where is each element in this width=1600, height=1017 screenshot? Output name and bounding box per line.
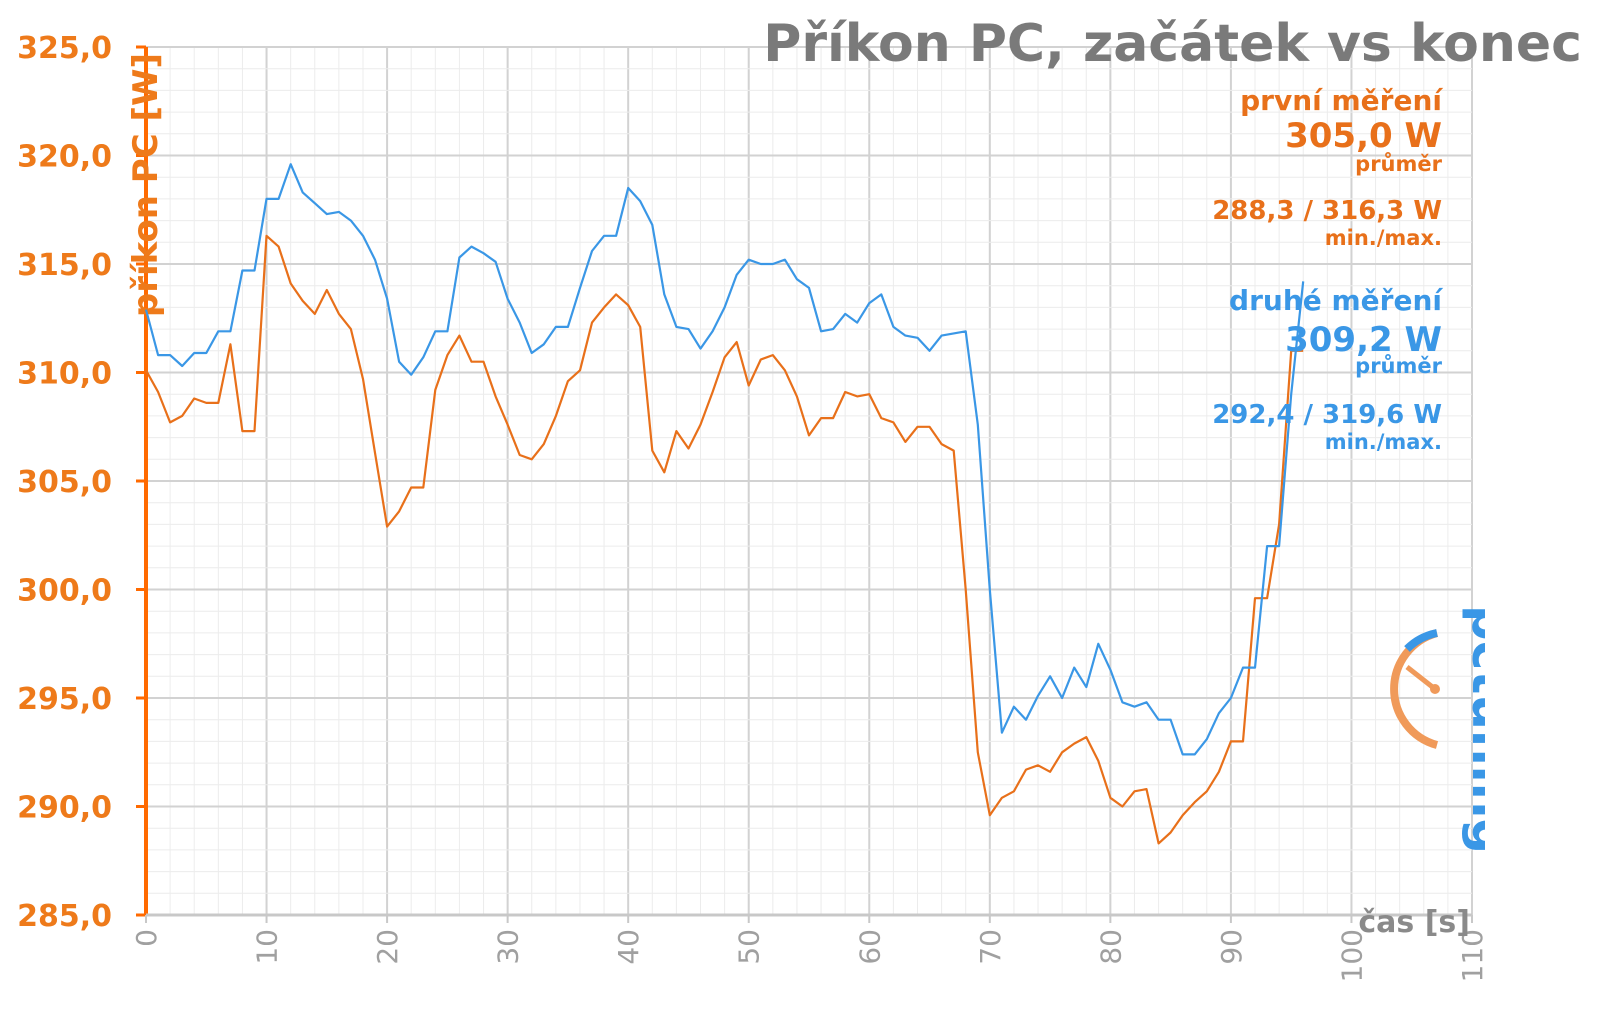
x-tick-label: 110 bbox=[1456, 929, 1489, 982]
x-tick-label: 10 bbox=[251, 929, 284, 965]
pctuning-logo: pctuning bbox=[1390, 605, 1485, 854]
y-tick-label: 305,0 bbox=[17, 465, 112, 500]
second-series-minmax-caption: min./max. bbox=[1324, 430, 1442, 454]
x-tick-label: 60 bbox=[853, 929, 886, 965]
chart-title: Příkon PC, začátek vs konec bbox=[763, 14, 1582, 74]
x-tick-label: 90 bbox=[1215, 929, 1248, 965]
first-series-average: 305,0 W bbox=[1285, 116, 1442, 156]
x-axis-title: čas [s] bbox=[1358, 905, 1470, 940]
x-tick-label: 40 bbox=[612, 929, 645, 965]
first-series-average-caption: průměr bbox=[1355, 152, 1442, 176]
logo-text: pctuning bbox=[1461, 605, 1485, 854]
series-line-second-measurement bbox=[144, 163, 1305, 756]
y-tick-label: 315,0 bbox=[17, 248, 112, 283]
first-series-minmax-caption: min./max. bbox=[1324, 226, 1442, 250]
x-tick-label: 30 bbox=[492, 929, 525, 965]
y-tick-label: 320,0 bbox=[17, 140, 112, 175]
y-tick-label: 310,0 bbox=[17, 357, 112, 392]
x-tick-label: 80 bbox=[1094, 929, 1127, 965]
y-axis-title: příkon PC [W] bbox=[126, 53, 166, 317]
y-tick-label: 300,0 bbox=[17, 574, 112, 609]
second-series-minmax: 292,4 / 319,6 W bbox=[1212, 400, 1442, 430]
y-tick-label: 290,0 bbox=[17, 791, 112, 826]
y-tick-label: 285,0 bbox=[17, 899, 112, 934]
second-series-average-caption: průměr bbox=[1355, 354, 1442, 378]
series-line-first-measurement bbox=[145, 234, 1304, 845]
first-series-minmax: 288,3 / 316,3 W bbox=[1212, 196, 1442, 226]
y-tick-label: 325,0 bbox=[17, 31, 112, 66]
x-tick-label: 70 bbox=[974, 929, 1007, 965]
second-series-average: 309,2 W bbox=[1285, 320, 1442, 360]
x-tick-label: 100 bbox=[1335, 929, 1368, 982]
x-tick-label: 0 bbox=[130, 929, 163, 947]
x-tick-label: 50 bbox=[733, 929, 766, 965]
first-series-label: první měření bbox=[1240, 84, 1442, 117]
x-tick-label: 20 bbox=[371, 929, 404, 965]
y-tick-label: 295,0 bbox=[17, 682, 112, 717]
second-series-label: druhé měření bbox=[1229, 284, 1442, 317]
